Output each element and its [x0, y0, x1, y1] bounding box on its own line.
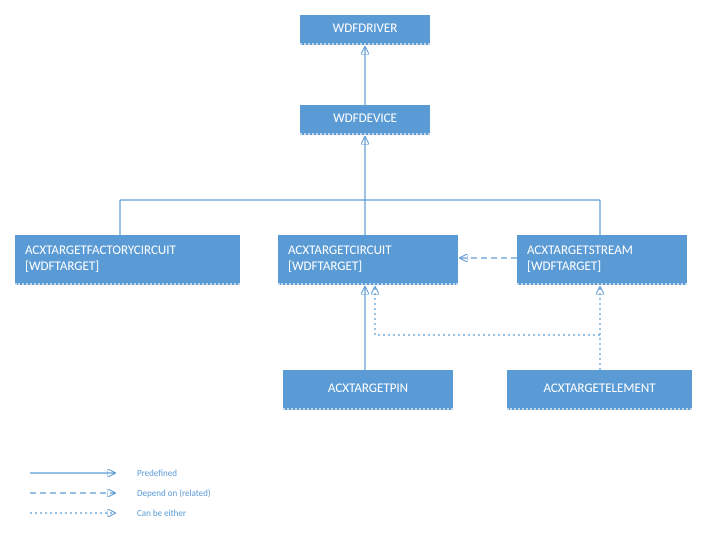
legend-label: Predefined: [137, 468, 177, 479]
node-target-element: ACXTARGETELEMENT: [507, 370, 692, 410]
legend: Predefined Depend on (related) Can be ei…: [30, 463, 211, 523]
node-wdfdriver: WDFDRIVER: [300, 15, 430, 45]
node-wdfdevice: WDFDEVICE: [300, 105, 430, 135]
legend-label: Can be either: [137, 508, 186, 519]
legend-row-either: Can be either: [30, 503, 211, 523]
legend-label: Depend on (related): [137, 488, 211, 499]
legend-row-predefined: Predefined: [30, 463, 211, 483]
node-factory-circuit: ACXTARGETFACTORYCIRCUIT [WDFTARGET]: [15, 235, 240, 285]
node-target-stream: ACXTARGETSTREAM [WDFTARGET]: [517, 235, 687, 285]
node-target-circuit: ACXTARGETCIRCUIT [WDFTARGET]: [278, 235, 458, 285]
legend-row-depend: Depend on (related): [30, 483, 211, 503]
node-target-pin: ACXTARGETPIN: [283, 370, 453, 410]
